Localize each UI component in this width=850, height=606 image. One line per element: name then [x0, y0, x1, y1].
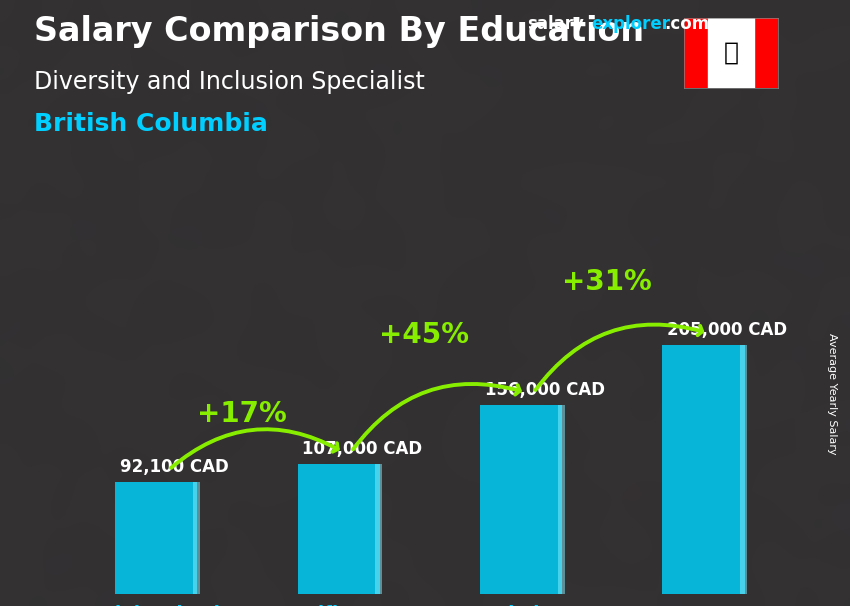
Bar [755, 18, 778, 88]
Bar [662, 345, 745, 594]
Bar [193, 482, 200, 594]
Text: +45%: +45% [379, 321, 469, 350]
Text: explorer: explorer [591, 15, 670, 33]
Text: Diversity and Inclusion Specialist: Diversity and Inclusion Specialist [34, 70, 425, 94]
Bar [298, 464, 380, 594]
Text: +31%: +31% [562, 268, 652, 296]
Bar [480, 405, 562, 594]
Bar [558, 405, 565, 594]
Text: +17%: +17% [197, 400, 286, 428]
Bar [707, 18, 755, 88]
Bar [740, 345, 747, 594]
Bar [375, 464, 383, 594]
Text: 🍁: 🍁 [723, 41, 739, 65]
Bar [684, 18, 707, 88]
Text: Average Yearly Salary: Average Yearly Salary [827, 333, 837, 454]
Text: 156,000 CAD: 156,000 CAD [484, 381, 604, 399]
Text: salary: salary [527, 15, 584, 33]
Bar [115, 482, 197, 594]
Text: Salary Comparison By Education: Salary Comparison By Education [34, 15, 644, 48]
Text: British Columbia: British Columbia [34, 112, 268, 136]
Text: 205,000 CAD: 205,000 CAD [667, 321, 787, 339]
Text: 107,000 CAD: 107,000 CAD [302, 440, 422, 458]
Text: 92,100 CAD: 92,100 CAD [120, 458, 229, 476]
Text: .com: .com [665, 15, 710, 33]
